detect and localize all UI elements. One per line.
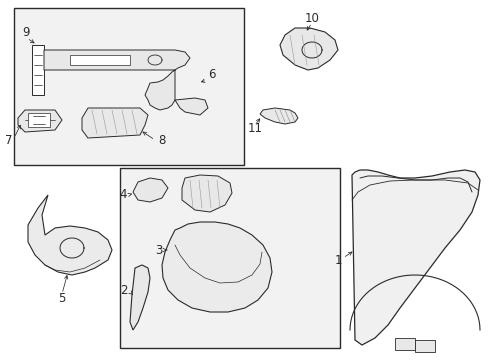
Text: 10: 10 (304, 12, 319, 24)
Polygon shape (70, 55, 130, 65)
Polygon shape (18, 110, 62, 132)
Text: 4: 4 (119, 189, 127, 202)
Polygon shape (130, 265, 150, 330)
Polygon shape (44, 50, 190, 110)
Polygon shape (260, 108, 297, 124)
Polygon shape (182, 175, 231, 212)
Text: 1: 1 (334, 253, 341, 266)
Bar (14, 8, 244, 165)
Polygon shape (351, 170, 479, 345)
Text: 8: 8 (158, 134, 165, 147)
Polygon shape (175, 98, 207, 115)
Text: 2: 2 (120, 284, 128, 297)
Text: 9: 9 (22, 26, 29, 39)
Polygon shape (280, 28, 337, 70)
Text: 11: 11 (247, 122, 263, 135)
Bar (120, 168, 339, 348)
Text: 7: 7 (4, 134, 12, 147)
Polygon shape (82, 108, 148, 138)
Polygon shape (133, 178, 168, 202)
Polygon shape (414, 340, 434, 352)
Polygon shape (162, 222, 271, 312)
Text: 5: 5 (58, 292, 65, 305)
Polygon shape (394, 338, 414, 350)
Polygon shape (28, 113, 50, 127)
Polygon shape (32, 45, 44, 95)
Polygon shape (28, 195, 112, 275)
Text: 6: 6 (207, 68, 215, 81)
Text: 3: 3 (155, 243, 163, 256)
